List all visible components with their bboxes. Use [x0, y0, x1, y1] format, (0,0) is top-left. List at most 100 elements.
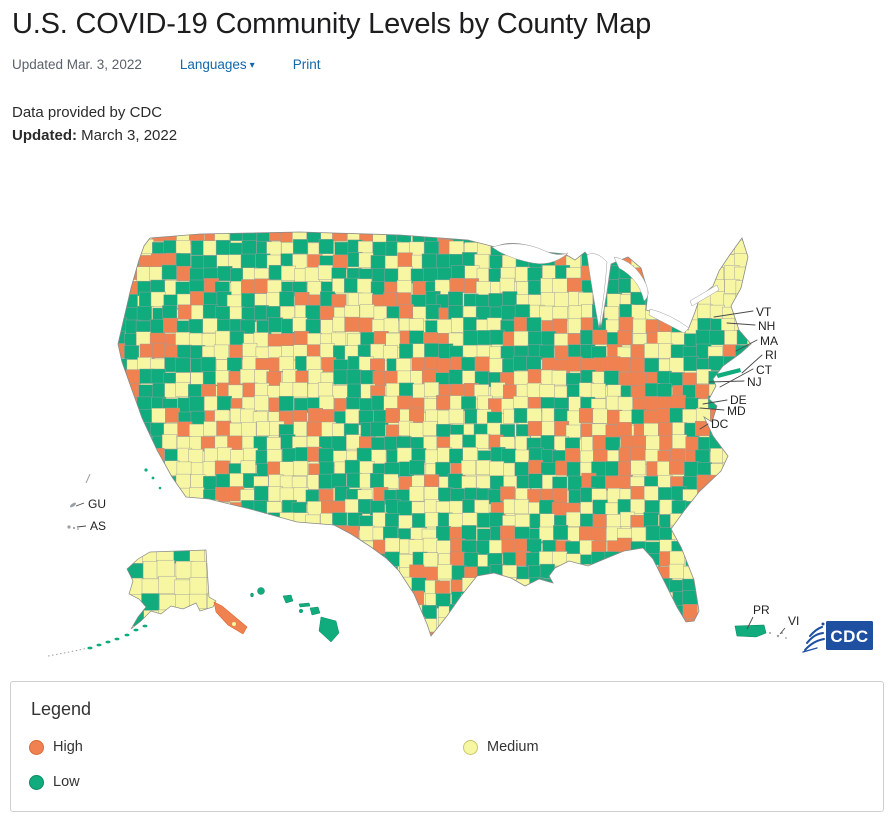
county-cell	[630, 460, 646, 476]
county-cell	[723, 578, 739, 594]
county-cell	[308, 369, 324, 385]
county-cell	[118, 629, 128, 636]
county-cell	[269, 540, 285, 556]
county-cell	[175, 381, 191, 397]
county-cell	[461, 460, 477, 476]
county-cell	[412, 281, 428, 297]
county-cell	[125, 411, 141, 427]
county-cell	[617, 396, 633, 412]
county-cell	[267, 579, 283, 595]
county-cell	[539, 344, 555, 360]
county-cell	[499, 525, 515, 541]
county-cell	[189, 487, 205, 503]
county-cell	[424, 512, 440, 528]
county-cell	[541, 631, 557, 636]
county-cell	[618, 316, 634, 332]
state-label-ri: RI	[765, 348, 777, 362]
county-cell	[489, 580, 505, 596]
county-cell	[633, 644, 648, 659]
county-cell	[319, 343, 335, 359]
county-cell	[384, 603, 400, 619]
county-cell	[513, 538, 529, 554]
legend-label-low: Low	[53, 774, 80, 790]
county-cell	[282, 629, 298, 636]
county-cell	[118, 372, 126, 388]
county-cell	[527, 369, 543, 385]
county-cell	[462, 232, 478, 244]
county-cell	[423, 240, 439, 256]
county-cell	[552, 616, 568, 632]
county-cell	[592, 329, 608, 345]
us-county-map[interactable]: GU AS VT NH MA RI CT NJ DE MD D	[0, 185, 894, 677]
county-cell	[604, 232, 620, 245]
county-cell	[604, 632, 620, 636]
county-cell	[685, 267, 701, 283]
county-cell	[292, 538, 308, 554]
county-cell	[722, 554, 738, 570]
county-cell	[151, 527, 167, 543]
county-cell	[646, 591, 662, 607]
county-cell	[696, 539, 712, 555]
county-cell	[709, 604, 725, 620]
languages-link[interactable]: Languages ▾	[179, 57, 255, 72]
county-cell	[176, 265, 192, 281]
county-cell	[606, 577, 622, 593]
county-cell	[175, 357, 191, 373]
county-cell	[421, 368, 437, 384]
county-cell	[707, 552, 723, 568]
county-cell	[489, 619, 505, 635]
county-cell	[632, 232, 648, 244]
county-cell	[236, 560, 254, 578]
county-cell	[707, 487, 723, 503]
county-cell	[159, 594, 178, 613]
county-cell	[409, 486, 425, 502]
county-cell	[501, 448, 517, 464]
county-cell	[435, 526, 451, 542]
county-cell	[747, 577, 751, 593]
county-cell	[218, 642, 233, 657]
county-cell	[607, 566, 623, 582]
county-cell	[172, 627, 191, 629]
county-cell	[761, 488, 776, 503]
county-cell	[708, 539, 724, 555]
county-cell	[207, 592, 216, 611]
county-cell	[384, 513, 400, 529]
county-cell	[592, 514, 608, 530]
county-cell	[292, 525, 308, 541]
county-cell	[374, 645, 389, 660]
county-cell	[748, 515, 751, 531]
county-cell	[190, 291, 206, 307]
county-cell	[332, 604, 348, 620]
county-cell	[293, 330, 309, 346]
updated-label: Updated:	[12, 126, 77, 144]
county-cell	[682, 539, 698, 555]
county-cell	[347, 643, 362, 658]
county-cell	[694, 420, 710, 436]
county-cell	[708, 232, 724, 241]
county-cell	[237, 546, 255, 564]
county-cell	[123, 397, 139, 413]
county-cell	[215, 330, 231, 346]
print-link[interactable]: Print	[292, 57, 321, 72]
county-cell	[697, 619, 713, 635]
county-cell	[669, 459, 685, 475]
county-cell	[177, 304, 193, 320]
state-label-vt: VT	[756, 305, 772, 319]
county-cell	[357, 619, 373, 635]
county-cell	[749, 502, 751, 518]
county-cell	[449, 277, 465, 293]
county-cell	[683, 355, 699, 371]
county-cell	[332, 232, 348, 242]
county-cell	[138, 239, 154, 255]
updated-short-text: Updated Mar. 3, 2022	[12, 57, 142, 72]
county-cell	[305, 617, 321, 633]
county-cell	[644, 358, 660, 374]
county-cell	[749, 486, 751, 502]
county-cell	[243, 603, 259, 619]
county-cell	[709, 617, 725, 633]
county-cell	[724, 538, 740, 554]
county-cell	[239, 552, 255, 568]
caribbean-territories: PR VI	[734, 603, 799, 639]
leader-line	[741, 354, 763, 374]
county-cell	[592, 408, 608, 424]
